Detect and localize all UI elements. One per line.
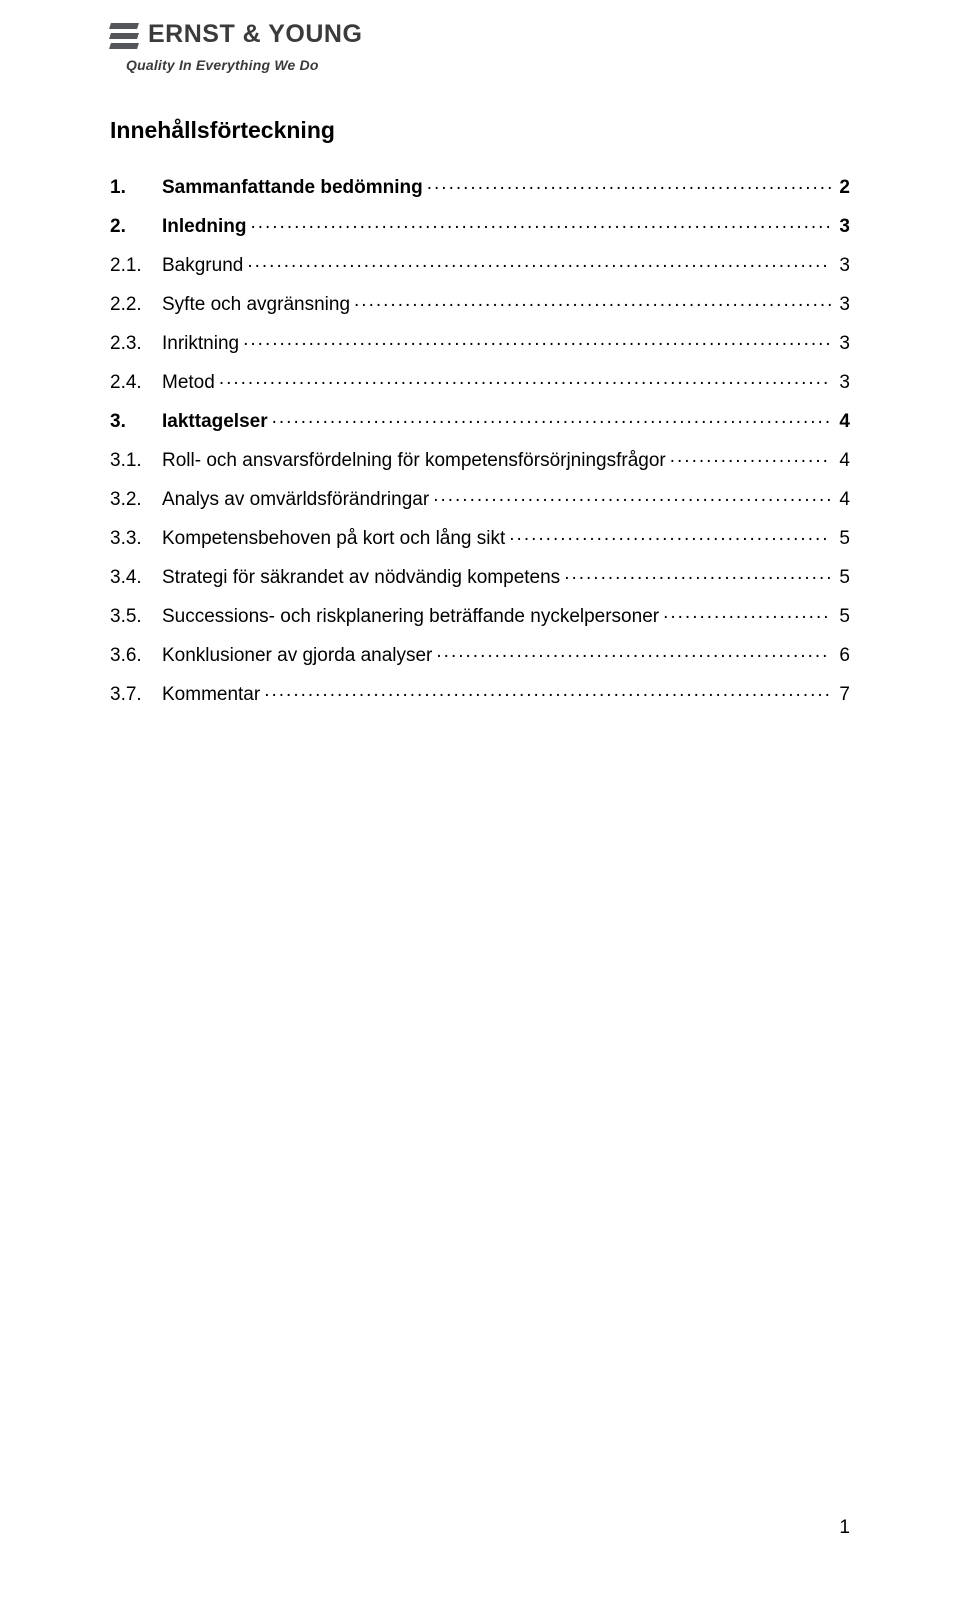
toc-num: 2. — [110, 217, 162, 236]
toc-leader — [247, 252, 831, 271]
toc-num: 3.1. — [110, 451, 162, 470]
toc-page: 2 — [835, 178, 850, 197]
toc-leader — [264, 681, 831, 700]
toc-entry: 3.7. Kommentar 7 — [110, 681, 850, 704]
toc-entry: 2.2. Syfte och avgränsning 3 — [110, 291, 850, 314]
page-title: Innehållsförteckning — [110, 117, 850, 144]
toc-leader — [509, 525, 831, 544]
document-page: ERNST & YOUNG Quality In Everything We D… — [0, 0, 960, 1611]
toc-label: Iakttagelser — [162, 412, 268, 431]
toc-leader — [272, 408, 832, 427]
toc-page: 4 — [835, 490, 850, 509]
table-of-contents: 1. Sammanfattande bedömning 2 2. Inledni… — [110, 174, 850, 704]
toc-leader — [670, 447, 832, 466]
toc-label: Strategi för säkrandet av nödvändig komp… — [162, 568, 560, 587]
company-logo-block: ERNST & YOUNG Quality In Everything We D… — [110, 20, 850, 73]
toc-entry: 3.4. Strategi för säkrandet av nödvändig… — [110, 564, 850, 587]
toc-label: Metod — [162, 373, 215, 392]
toc-page: 7 — [835, 685, 850, 704]
toc-leader — [354, 291, 831, 310]
toc-page: 3 — [835, 256, 850, 275]
toc-num: 3.3. — [110, 529, 162, 548]
toc-entry: 2.4. Metod 3 — [110, 369, 850, 392]
toc-page: 4 — [835, 451, 850, 470]
toc-page: 5 — [835, 607, 850, 626]
toc-page: 6 — [835, 646, 850, 665]
toc-num: 3.7. — [110, 685, 162, 704]
toc-num: 2.4. — [110, 373, 162, 392]
toc-label: Sammanfattande bedömning — [162, 178, 423, 197]
toc-page: 3 — [835, 334, 850, 353]
toc-entry: 2.1. Bakgrund 3 — [110, 252, 850, 275]
toc-label: Inriktning — [162, 334, 239, 353]
toc-entry: 3.3. Kompetensbehoven på kort och lång s… — [110, 525, 850, 548]
toc-label: Analys av omvärldsförändringar — [162, 490, 429, 509]
toc-entry: 3.6. Konklusioner av gjorda analyser 6 — [110, 642, 850, 665]
toc-leader — [219, 369, 832, 388]
toc-num: 2.1. — [110, 256, 162, 275]
toc-page: 3 — [835, 373, 850, 392]
toc-page: 4 — [835, 412, 850, 431]
toc-leader — [564, 564, 831, 583]
toc-leader — [433, 486, 831, 505]
toc-page: 5 — [835, 568, 850, 587]
toc-label: Roll- och ansvarsfördelning för kompeten… — [162, 451, 666, 470]
toc-label: Kommentar — [162, 685, 260, 704]
toc-label: Syfte och avgränsning — [162, 295, 350, 314]
toc-entry: 3.5. Successions- och riskplanering betr… — [110, 603, 850, 626]
company-tagline: Quality In Everything We Do — [126, 57, 850, 73]
toc-leader — [427, 174, 832, 193]
toc-label: Konklusioner av gjorda analyser — [162, 646, 432, 665]
toc-entry: 3.2. Analys av omvärldsförändringar 4 — [110, 486, 850, 509]
ey-logo-icon — [110, 21, 138, 49]
toc-num: 3.5. — [110, 607, 162, 626]
toc-entry: 2. Inledning 3 — [110, 213, 850, 236]
toc-label: Kompetensbehoven på kort och lång sikt — [162, 529, 505, 548]
toc-num: 3.4. — [110, 568, 162, 587]
toc-page: 3 — [835, 217, 850, 236]
toc-num: 2.2. — [110, 295, 162, 314]
toc-num: 3.6. — [110, 646, 162, 665]
page-number: 1 — [839, 1517, 850, 1539]
toc-label: Bakgrund — [162, 256, 243, 275]
toc-leader — [243, 330, 831, 349]
toc-entry: 3.1. Roll- och ansvarsfördelning för kom… — [110, 447, 850, 470]
toc-entry: 1. Sammanfattande bedömning 2 — [110, 174, 850, 197]
toc-label: Successions- och riskplanering beträffan… — [162, 607, 659, 626]
toc-num: 3.2. — [110, 490, 162, 509]
toc-page: 3 — [835, 295, 850, 314]
toc-page: 5 — [835, 529, 850, 548]
toc-num: 1. — [110, 178, 162, 197]
company-name: ERNST & YOUNG — [148, 20, 362, 49]
toc-label: Inledning — [162, 217, 246, 236]
toc-entry: 2.3. Inriktning 3 — [110, 330, 850, 353]
toc-num: 3. — [110, 412, 162, 431]
logo-top-row: ERNST & YOUNG — [110, 20, 850, 49]
toc-leader — [436, 642, 831, 661]
toc-leader — [250, 213, 831, 232]
toc-leader — [663, 603, 831, 622]
toc-num: 2.3. — [110, 334, 162, 353]
toc-entry: 3. Iakttagelser 4 — [110, 408, 850, 431]
